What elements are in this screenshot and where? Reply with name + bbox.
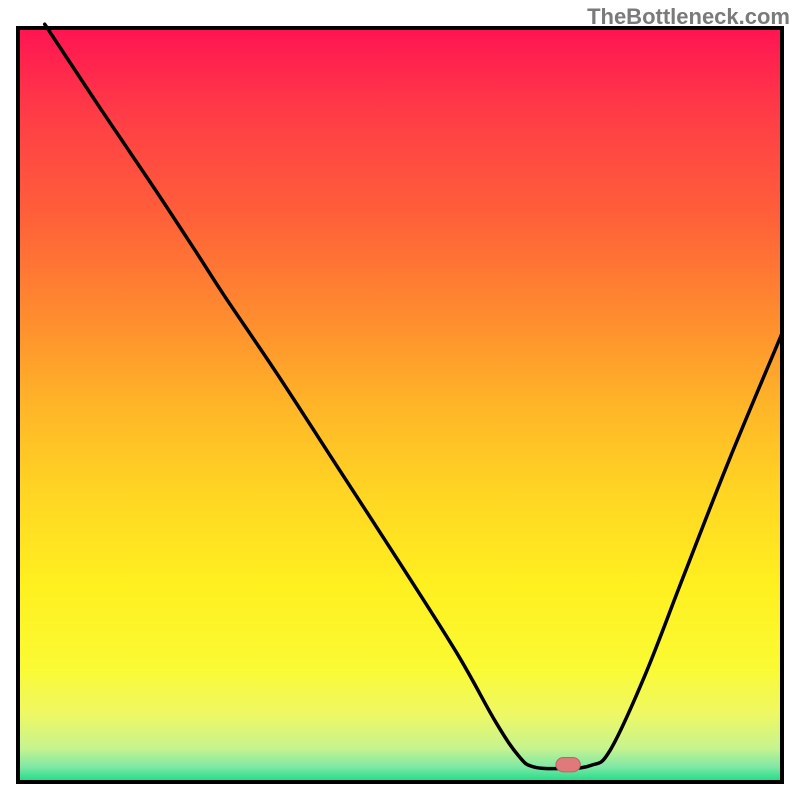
optimal-marker [556, 757, 580, 771]
chart-container: TheBottleneck.com [0, 0, 800, 800]
chart-svg [0, 0, 800, 800]
plot-background [18, 28, 782, 782]
